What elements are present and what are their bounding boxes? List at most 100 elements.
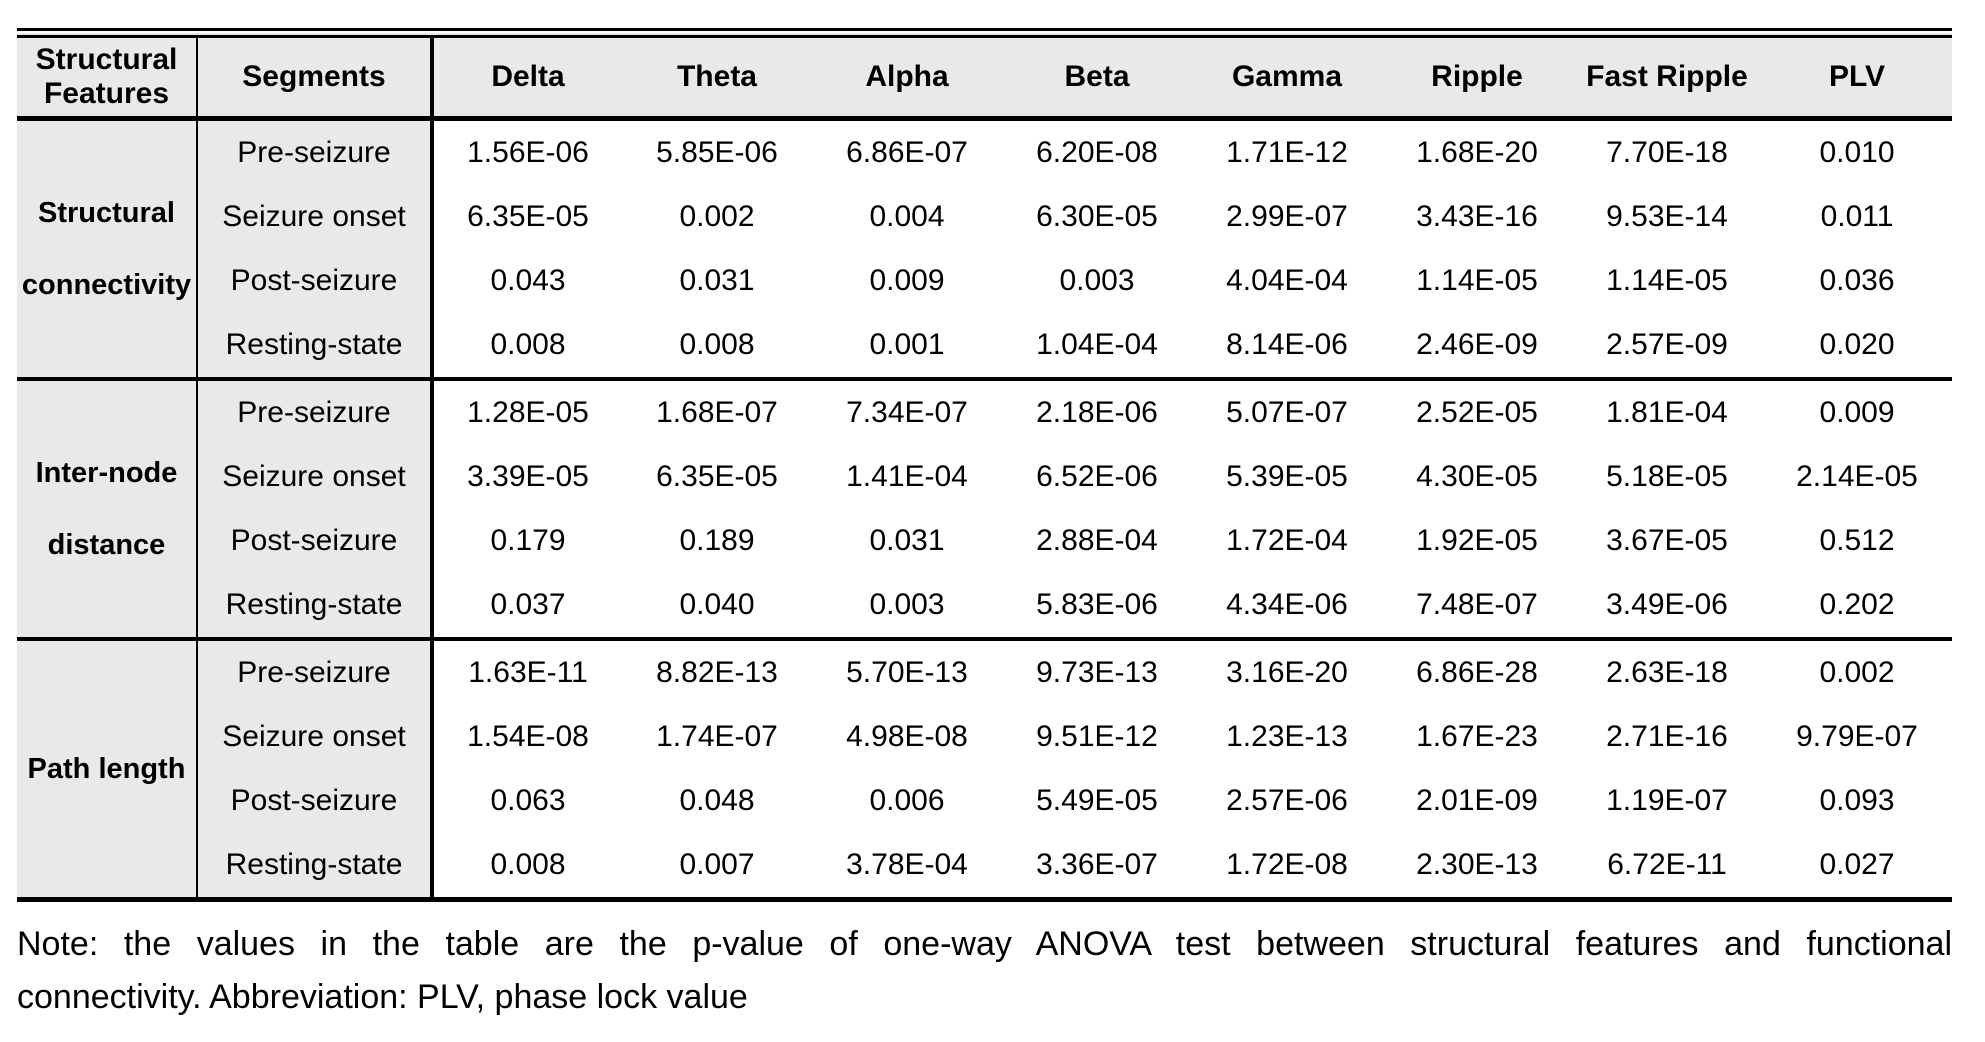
p-value-cell: 2.63E-18 bbox=[1572, 637, 1762, 705]
p-value-cell: 7.34E-07 bbox=[812, 377, 1002, 445]
table-row: Resting-state 0.008 0.008 0.001 1.04E-04… bbox=[17, 313, 1952, 379]
p-value-cell: 2.57E-06 bbox=[1192, 769, 1382, 833]
p-value-cell: 0.037 bbox=[432, 573, 622, 639]
p-value-cell: 0.202 bbox=[1762, 573, 1952, 639]
p-value-cell: 2.46E-09 bbox=[1382, 313, 1572, 379]
p-value-cell: 1.56E-06 bbox=[432, 118, 622, 185]
p-value-cell: 7.48E-07 bbox=[1382, 573, 1572, 639]
p-value-cell: 3.16E-20 bbox=[1192, 637, 1382, 705]
p-value-cell: 0.008 bbox=[622, 313, 812, 379]
p-value-cell: 3.49E-06 bbox=[1572, 573, 1762, 639]
p-value-cell: 1.28E-05 bbox=[432, 377, 622, 445]
p-value-cell: 9.53E-14 bbox=[1572, 185, 1762, 249]
p-value-cell: 0.040 bbox=[622, 573, 812, 639]
p-value-cell: 2.52E-05 bbox=[1382, 377, 1572, 445]
p-value-cell: 8.14E-06 bbox=[1192, 313, 1382, 379]
p-value-cell: 1.67E-23 bbox=[1382, 705, 1572, 769]
table-row: Seizure onset 6.35E-05 0.002 0.004 6.30E… bbox=[17, 185, 1952, 249]
column-header-beta: Beta bbox=[1002, 33, 1192, 121]
p-value-cell: 0.008 bbox=[432, 313, 622, 379]
p-value-cell: 9.73E-13 bbox=[1002, 637, 1192, 705]
p-value-cell: 3.67E-05 bbox=[1572, 509, 1762, 573]
p-value-cell: 0.004 bbox=[812, 185, 1002, 249]
feature-label-line: Path length bbox=[27, 753, 186, 785]
p-value-cell: 6.30E-05 bbox=[1002, 185, 1192, 249]
p-value-cell: 0.001 bbox=[812, 313, 1002, 379]
p-value-cell: 2.14E-05 bbox=[1762, 445, 1952, 509]
segment-label: Post-seizure bbox=[197, 249, 434, 313]
table-row: Post-seizure 0.063 0.048 0.006 5.49E-05 … bbox=[17, 769, 1952, 833]
p-value-cell: 0.002 bbox=[622, 185, 812, 249]
note-line: Note: the values in the table are the p-… bbox=[17, 925, 1952, 963]
p-value-cell: 0.048 bbox=[622, 769, 812, 833]
column-header-plv: PLV bbox=[1762, 33, 1952, 121]
p-value-cell: 6.86E-28 bbox=[1382, 637, 1572, 705]
p-value-cell: 5.70E-13 bbox=[812, 637, 1002, 705]
p-value-cell: 6.86E-07 bbox=[812, 118, 1002, 185]
p-value-cell: 5.85E-06 bbox=[622, 118, 812, 185]
feature-label-line: Structural bbox=[38, 197, 175, 229]
feature-label-inter-node-distance: Inter-node distance bbox=[17, 377, 198, 639]
p-value-cell: 6.35E-05 bbox=[432, 185, 622, 249]
column-header-line: Structural bbox=[35, 43, 178, 76]
p-value-cell: 1.63E-11 bbox=[432, 637, 622, 705]
p-value-cell: 1.54E-08 bbox=[432, 705, 622, 769]
p-value-cell: 5.39E-05 bbox=[1192, 445, 1382, 509]
p-value-cell: 1.14E-05 bbox=[1572, 249, 1762, 313]
p-value-cell: 3.36E-07 bbox=[1002, 833, 1192, 900]
p-value-cell: 0.512 bbox=[1762, 509, 1952, 573]
p-value-cell: 1.19E-07 bbox=[1572, 769, 1762, 833]
column-header-theta: Theta bbox=[622, 33, 812, 121]
segment-label: Resting-state bbox=[197, 573, 434, 639]
p-value-cell: 9.79E-07 bbox=[1762, 705, 1952, 769]
p-value-cell: 4.98E-08 bbox=[812, 705, 1002, 769]
p-value-cell: 4.04E-04 bbox=[1192, 249, 1382, 313]
table-row: Seizure onset 3.39E-05 6.35E-05 1.41E-04… bbox=[17, 445, 1952, 509]
p-value-cell: 1.04E-04 bbox=[1002, 313, 1192, 379]
p-value-cell: 1.72E-08 bbox=[1192, 833, 1382, 900]
p-value-cell: 5.49E-05 bbox=[1002, 769, 1192, 833]
p-value-cell: 0.043 bbox=[432, 249, 622, 313]
p-value-cell: 2.88E-04 bbox=[1002, 509, 1192, 573]
p-value-cell: 3.43E-16 bbox=[1382, 185, 1572, 249]
table-row: Inter-node distance Pre-seizure 1.28E-05… bbox=[17, 377, 1952, 639]
p-value-cell: 0.020 bbox=[1762, 313, 1952, 379]
table-row: Post-seizure 0.179 0.189 0.031 2.88E-04 … bbox=[17, 509, 1952, 573]
p-value-cell: 0.007 bbox=[622, 833, 812, 900]
segment-label: Post-seizure bbox=[197, 509, 434, 573]
feature-label-line: Inter-node bbox=[35, 457, 178, 489]
p-value-cell: 0.003 bbox=[1002, 249, 1192, 313]
p-value-cell: 0.009 bbox=[1762, 377, 1952, 445]
segment-label: Seizure onset bbox=[197, 185, 434, 249]
column-header-delta: Delta bbox=[432, 33, 622, 121]
p-value-cell: 4.30E-05 bbox=[1382, 445, 1572, 509]
table-header-row: Structural Features Segments Delta Theta… bbox=[17, 33, 1952, 121]
p-value-cell: 0.063 bbox=[432, 769, 622, 833]
p-value-cell: 5.83E-06 bbox=[1002, 573, 1192, 639]
p-value-cell: 1.72E-04 bbox=[1192, 509, 1382, 573]
segment-label: Seizure onset bbox=[197, 705, 434, 769]
p-value-cell: 1.68E-07 bbox=[622, 377, 812, 445]
p-value-cell: 0.093 bbox=[1762, 769, 1952, 833]
table-note: Note: the values in the table are the p-… bbox=[17, 918, 1952, 1024]
p-value-cell: 3.78E-04 bbox=[812, 833, 1002, 900]
p-value-cell: 8.82E-13 bbox=[622, 637, 812, 705]
p-value-cell: 5.18E-05 bbox=[1572, 445, 1762, 509]
p-value-cell: 1.14E-05 bbox=[1382, 249, 1572, 313]
p-value-cell: 1.92E-05 bbox=[1382, 509, 1572, 573]
feature-label-line: distance bbox=[47, 529, 166, 561]
p-value-cell: 0.009 bbox=[812, 249, 1002, 313]
p-value-cell: 2.99E-07 bbox=[1192, 185, 1382, 249]
p-value-cell: 0.189 bbox=[622, 509, 812, 573]
feature-label-structural-connectivity: Structural connectivity bbox=[17, 118, 198, 379]
p-value-cell: 0.002 bbox=[1762, 637, 1952, 705]
column-header-ripple: Ripple bbox=[1382, 33, 1572, 121]
p-value-cell: 9.51E-12 bbox=[1002, 705, 1192, 769]
p-value-cell: 5.07E-07 bbox=[1192, 377, 1382, 445]
column-header-alpha: Alpha bbox=[812, 33, 1002, 121]
p-value-cell: 6.20E-08 bbox=[1002, 118, 1192, 185]
p-value-cell: 1.68E-20 bbox=[1382, 118, 1572, 185]
p-value-cell: 2.18E-06 bbox=[1002, 377, 1192, 445]
p-value-cell: 0.027 bbox=[1762, 833, 1952, 900]
